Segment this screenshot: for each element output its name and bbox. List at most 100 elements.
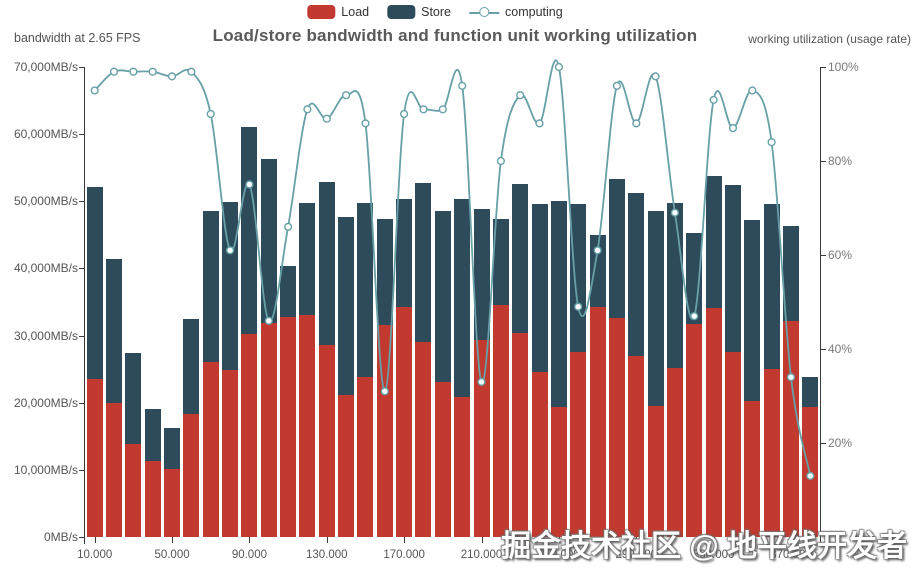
load-bar-segment [241, 334, 258, 537]
load-bar-segment [415, 341, 432, 537]
load-bar-segment [763, 369, 780, 537]
x-axis-tick-label: 130.000 [305, 549, 348, 561]
load-bar-segment [782, 320, 799, 537]
store-bar-segment [647, 211, 664, 407]
load-bar-segment [280, 316, 297, 537]
load-bar-segment [125, 443, 142, 537]
left-axis-tick-label: 20,000MB/s [13, 395, 78, 410]
load-bar-segment [531, 371, 548, 537]
left-axis-tick [79, 67, 84, 68]
x-axis-tick-label: 50.000 [154, 549, 190, 561]
x-axis-tick-label: 290.000 [615, 549, 658, 561]
right-axis-tick [821, 443, 826, 444]
store-bar-segment [318, 181, 335, 345]
computing-point-marker [361, 119, 370, 128]
left-axis-title: bandwidth at 2.65 FPS [14, 31, 141, 45]
x-axis-tick-label: 170.000 [383, 549, 425, 561]
load-bar-segment [260, 322, 277, 537]
right-axis-tick-label: 60% [828, 248, 853, 262]
load-bar-segment [628, 355, 645, 537]
legend-item-load[interactable]: Load [307, 5, 369, 19]
store-bar-segment [376, 219, 393, 325]
x-axis-tick-label: 90.000 [231, 549, 267, 561]
load-bar-segment [164, 468, 181, 537]
computing-point-marker [129, 67, 138, 76]
load-bar-segment [454, 396, 471, 537]
left-axis-tick-label: 60,000MB/s [13, 127, 78, 142]
load-bar-segment [86, 379, 103, 537]
load-bar-segment [744, 400, 761, 537]
legend-label: Load [341, 5, 370, 19]
store-bar-segment [125, 353, 142, 444]
x-axis-tick [172, 537, 174, 543]
computing-point-marker [187, 67, 196, 76]
left-axis-tick-label: 50,000MB/s [13, 194, 78, 209]
watermark: 掘金技术社区 @ 地平线开发者 [501, 530, 907, 563]
store-bar-segment [512, 183, 529, 333]
store-bar-segment [260, 159, 277, 323]
computing-point-marker [109, 67, 119, 76]
load-bar-segment [106, 402, 122, 537]
store-bar-segment [628, 192, 645, 356]
store-bar-segment [144, 409, 161, 462]
left-axis-tick [79, 469, 84, 471]
load-bar-segment [647, 406, 664, 537]
load-bar-segment [318, 344, 335, 537]
computing-point-marker [535, 119, 544, 128]
store-bar-segment [763, 204, 780, 370]
x-axis-tick [404, 537, 406, 543]
store-bar-segment [415, 182, 432, 342]
store-bar-segment [492, 219, 509, 305]
x-axis-tick [94, 537, 96, 543]
store-bar-segment [183, 319, 200, 415]
load-bar-segment [357, 376, 374, 537]
store-bar-segment [299, 202, 316, 315]
left-axis-line [84, 67, 85, 544]
legend-label: Store [421, 5, 452, 19]
store-bar-segment [608, 179, 625, 319]
load-bar-segment [222, 369, 239, 537]
load-bar-segment [202, 361, 219, 537]
load-bar-segment [183, 414, 200, 537]
legend-item-computing[interactable]: computing [469, 5, 563, 19]
computing-line-layer [90, 59, 815, 481]
computing-point-marker [245, 180, 254, 189]
load-bar-segment [705, 308, 722, 537]
store-bar-segment [744, 220, 761, 401]
store-bar-segment [434, 211, 451, 382]
x-axis-tick [558, 537, 560, 543]
plot-area [85, 67, 820, 537]
store-bar-segment [705, 176, 722, 309]
computing-point-marker [206, 109, 215, 119]
x-axis-tick-label: 330.000 [692, 549, 735, 561]
computing-point-marker [670, 208, 680, 217]
computing-point-marker [458, 81, 467, 90]
store-bar-segment [164, 428, 181, 469]
computing-point-marker [767, 138, 776, 147]
computing-point-marker [419, 105, 428, 114]
left-axis-tick [79, 268, 84, 270]
computing-point-marker [690, 312, 699, 321]
computing-point-marker [748, 86, 757, 95]
store-bar-segment [531, 204, 548, 372]
store-bar-segment [106, 259, 122, 403]
left-axis-tick [79, 537, 84, 538]
left-axis-tick [79, 335, 84, 337]
load-bar-segment [338, 394, 355, 537]
legend-item-store[interactable]: Store [387, 5, 451, 19]
store-bar-segment [589, 234, 606, 308]
computing-point-marker [593, 246, 602, 255]
right-axis-tick [821, 67, 826, 68]
computing-point-marker [728, 123, 738, 133]
load-bar-segment [589, 307, 606, 537]
load-bar-segment [144, 461, 161, 537]
right-axis-tick [821, 349, 826, 350]
right-axis-tick-label: 80% [828, 154, 853, 168]
x-axis-tick [326, 537, 328, 543]
load-swatch-icon [307, 5, 336, 19]
x-axis-tick-label: 250.000 [538, 549, 580, 561]
store-bar-segment [280, 266, 297, 317]
legend-label: computing [505, 5, 563, 19]
computing-point-marker [380, 387, 389, 396]
